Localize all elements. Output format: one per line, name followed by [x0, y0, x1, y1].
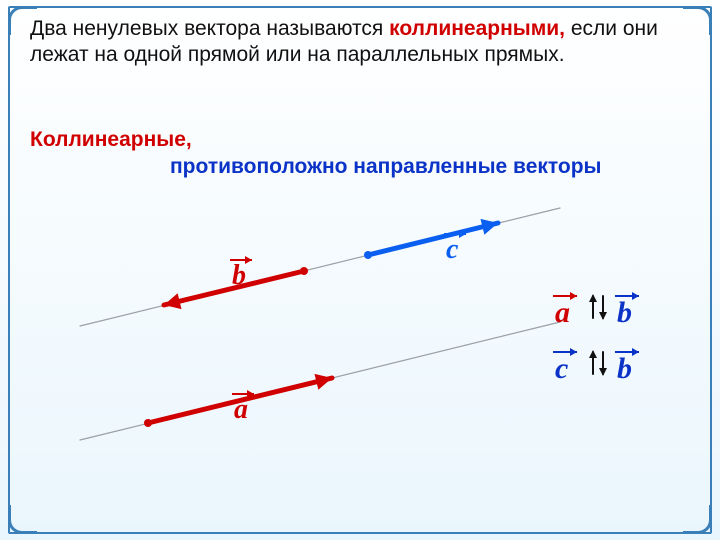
- corner-ornament-br: [683, 505, 712, 534]
- corner-ornament-bl: [8, 505, 37, 534]
- intro-highlight: коллинеарными,: [389, 17, 565, 40]
- slide: Два ненулевых вектора называются коллине…: [0, 0, 720, 540]
- intro-text: Два ненулевых вектора называются коллине…: [30, 16, 692, 69]
- slide-frame: [8, 6, 712, 534]
- subtitle-part2: противоположно направленные векторы: [170, 154, 601, 180]
- subtitle-part1: Коллинеарные,: [30, 127, 192, 153]
- intro-lead: Два ненулевых вектора называются: [30, 17, 389, 40]
